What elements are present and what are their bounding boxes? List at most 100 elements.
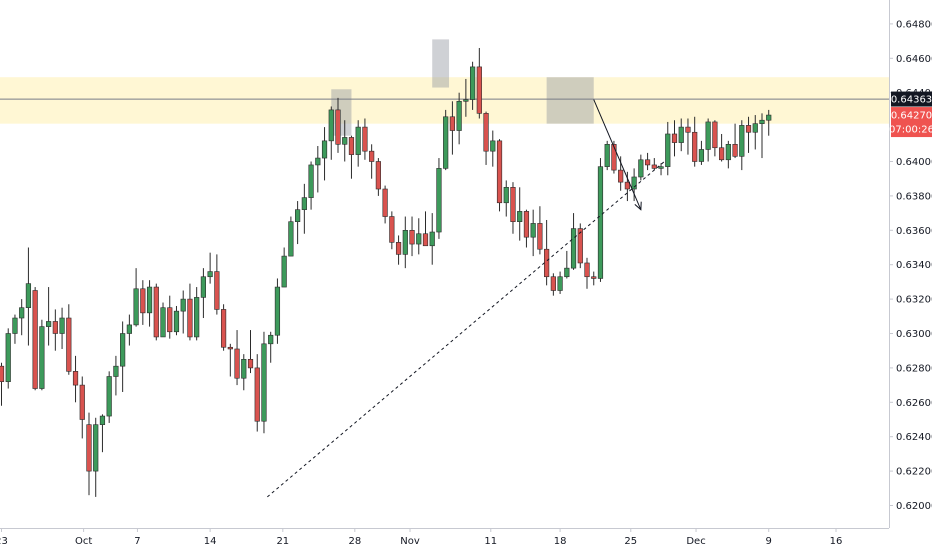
candle-body [766, 114, 772, 121]
candle-body [584, 262, 590, 278]
candle [496, 139, 503, 212]
resistance-zone [0, 77, 889, 124]
candle [160, 302, 166, 338]
candle [315, 146, 321, 193]
candle-body [490, 140, 496, 152]
candle [180, 290, 186, 334]
candle-body [739, 125, 745, 157]
candle-body [429, 231, 435, 247]
candle [705, 118, 711, 162]
candle-body [72, 371, 79, 386]
candle [604, 140, 610, 171]
candle-body [557, 276, 563, 291]
candle [422, 211, 429, 247]
candle-body [295, 209, 301, 223]
candle [194, 287, 200, 341]
line-price-badge [891, 91, 932, 107]
candle [301, 183, 307, 234]
candle [732, 123, 738, 159]
candle-body [671, 133, 678, 143]
candle [766, 109, 772, 136]
candle [281, 247, 287, 288]
candle-body [698, 149, 705, 162]
candle [429, 213, 435, 265]
candle-body [120, 333, 126, 367]
highlight-box-1 [331, 89, 352, 136]
candle-body [395, 242, 402, 255]
candle-body [537, 223, 543, 250]
candle [584, 257, 590, 289]
candle [234, 330, 240, 386]
candle-body [59, 317, 65, 334]
candle-body [550, 276, 556, 291]
candle [79, 376, 85, 439]
candle [200, 268, 207, 319]
candle [146, 280, 153, 327]
candle-body [732, 144, 738, 157]
candle [692, 116, 698, 167]
candle [739, 120, 745, 171]
candle [39, 319, 45, 391]
candle-body [658, 166, 664, 169]
candle-body [99, 415, 106, 425]
candle-body [469, 66, 476, 100]
candle-body [638, 159, 644, 178]
candle-body [416, 233, 422, 245]
candle [214, 254, 220, 315]
candle-body [207, 271, 213, 278]
candle-body [227, 346, 233, 350]
candle [523, 209, 530, 248]
x-tick-label: 25 [624, 536, 637, 547]
last-price-badge [891, 107, 932, 138]
candle-body [335, 109, 341, 145]
candle-body [146, 286, 153, 314]
candle-body [496, 140, 503, 204]
candle-body [160, 307, 166, 338]
y-tick-label: 0.64800 [896, 19, 932, 30]
candle [335, 97, 341, 153]
x-tick-label: 7 [134, 536, 140, 547]
candle-body [618, 169, 624, 183]
candle [93, 417, 99, 497]
price-badge-layer: 0.64363 0.64270 07:00:26 [889, 91, 932, 138]
candle-body [375, 161, 381, 190]
candle-body [530, 223, 536, 238]
x-tick-label: Nov [400, 536, 420, 547]
candle [342, 120, 348, 162]
x-tick-label: 28 [348, 536, 361, 547]
candle-body [759, 119, 765, 124]
candle [362, 118, 368, 160]
candle-body [5, 333, 11, 382]
candle [557, 271, 563, 294]
candle-body [46, 321, 52, 327]
candle [369, 144, 375, 179]
candle-body [631, 176, 637, 190]
candle-body [719, 147, 725, 161]
candle-body [624, 181, 630, 190]
candle [382, 185, 388, 224]
projection-arrow-line [593, 99, 642, 210]
candle-body [402, 230, 408, 255]
last-price-label: 0.64270 [891, 111, 932, 122]
candle [510, 182, 516, 234]
candle-body [167, 307, 173, 333]
candle [348, 135, 355, 179]
candle-body [153, 286, 159, 338]
candle [570, 213, 577, 270]
candle-body [234, 348, 240, 379]
candle-body [449, 116, 456, 131]
candle [745, 116, 752, 153]
candle [389, 211, 395, 250]
candle-body [503, 187, 509, 204]
candle-body [113, 365, 119, 377]
candle-body [133, 288, 139, 326]
candle-body [752, 123, 758, 133]
candle [409, 216, 415, 257]
candle [288, 216, 294, 257]
candle [120, 321, 126, 392]
candle [597, 158, 604, 282]
candle-body [436, 168, 442, 233]
candle-body [106, 376, 112, 417]
